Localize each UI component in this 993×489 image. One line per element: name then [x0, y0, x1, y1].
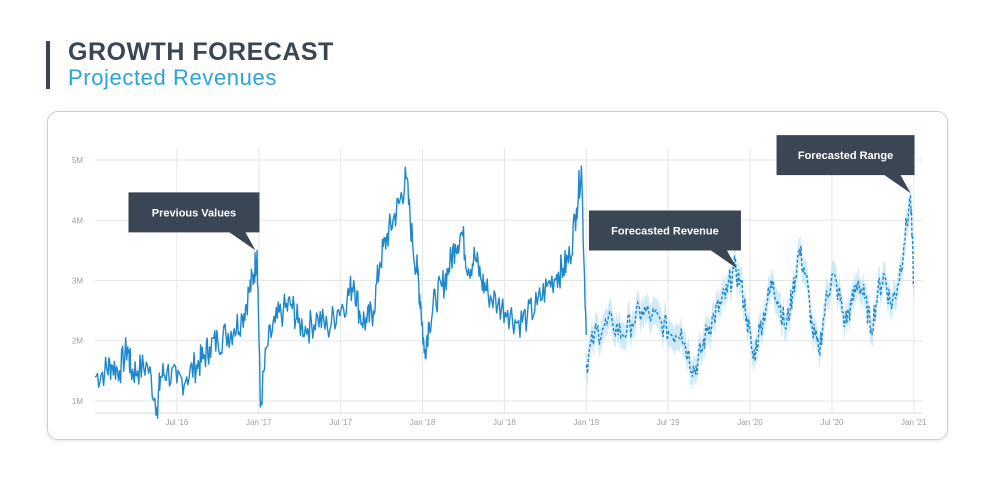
x-tick-label: Jul '19	[657, 418, 680, 427]
callout-label: Forecasted Revenue	[611, 225, 719, 237]
y-tick-label: 2M	[72, 337, 83, 346]
callout-box	[776, 135, 915, 194]
x-tick-label: Jan '17	[246, 418, 272, 427]
callout-box	[588, 210, 741, 269]
page-subtitle: Projected Revenues	[68, 65, 277, 90]
x-tick-label: Jan '18	[410, 418, 436, 427]
x-tick-label: Jan '21	[901, 418, 927, 427]
callout-label: Forecasted Range	[798, 150, 893, 162]
x-tick-label: Jan '20	[737, 418, 763, 427]
y-tick-label: 1M	[72, 397, 83, 406]
callout-box	[128, 192, 260, 251]
y-tick-label: 4M	[72, 216, 83, 225]
x-tick-label: Jul '20	[820, 418, 843, 427]
y-tick-label: 5M	[72, 156, 83, 165]
x-tick-label: Jul '18	[493, 418, 516, 427]
previous-values-line	[94, 165, 587, 419]
x-tick-label: Jul '16	[165, 418, 188, 427]
title-accent-bar	[46, 41, 50, 89]
forecasted-revenue-line	[585, 194, 915, 377]
y-tick-label: 3M	[72, 277, 83, 286]
page-title: GROWTH FORECAST	[68, 38, 334, 66]
callout-label: Previous Values	[152, 207, 236, 219]
x-tick-label: Jan '19	[574, 418, 600, 427]
x-tick-label: Jul '17	[329, 418, 352, 427]
